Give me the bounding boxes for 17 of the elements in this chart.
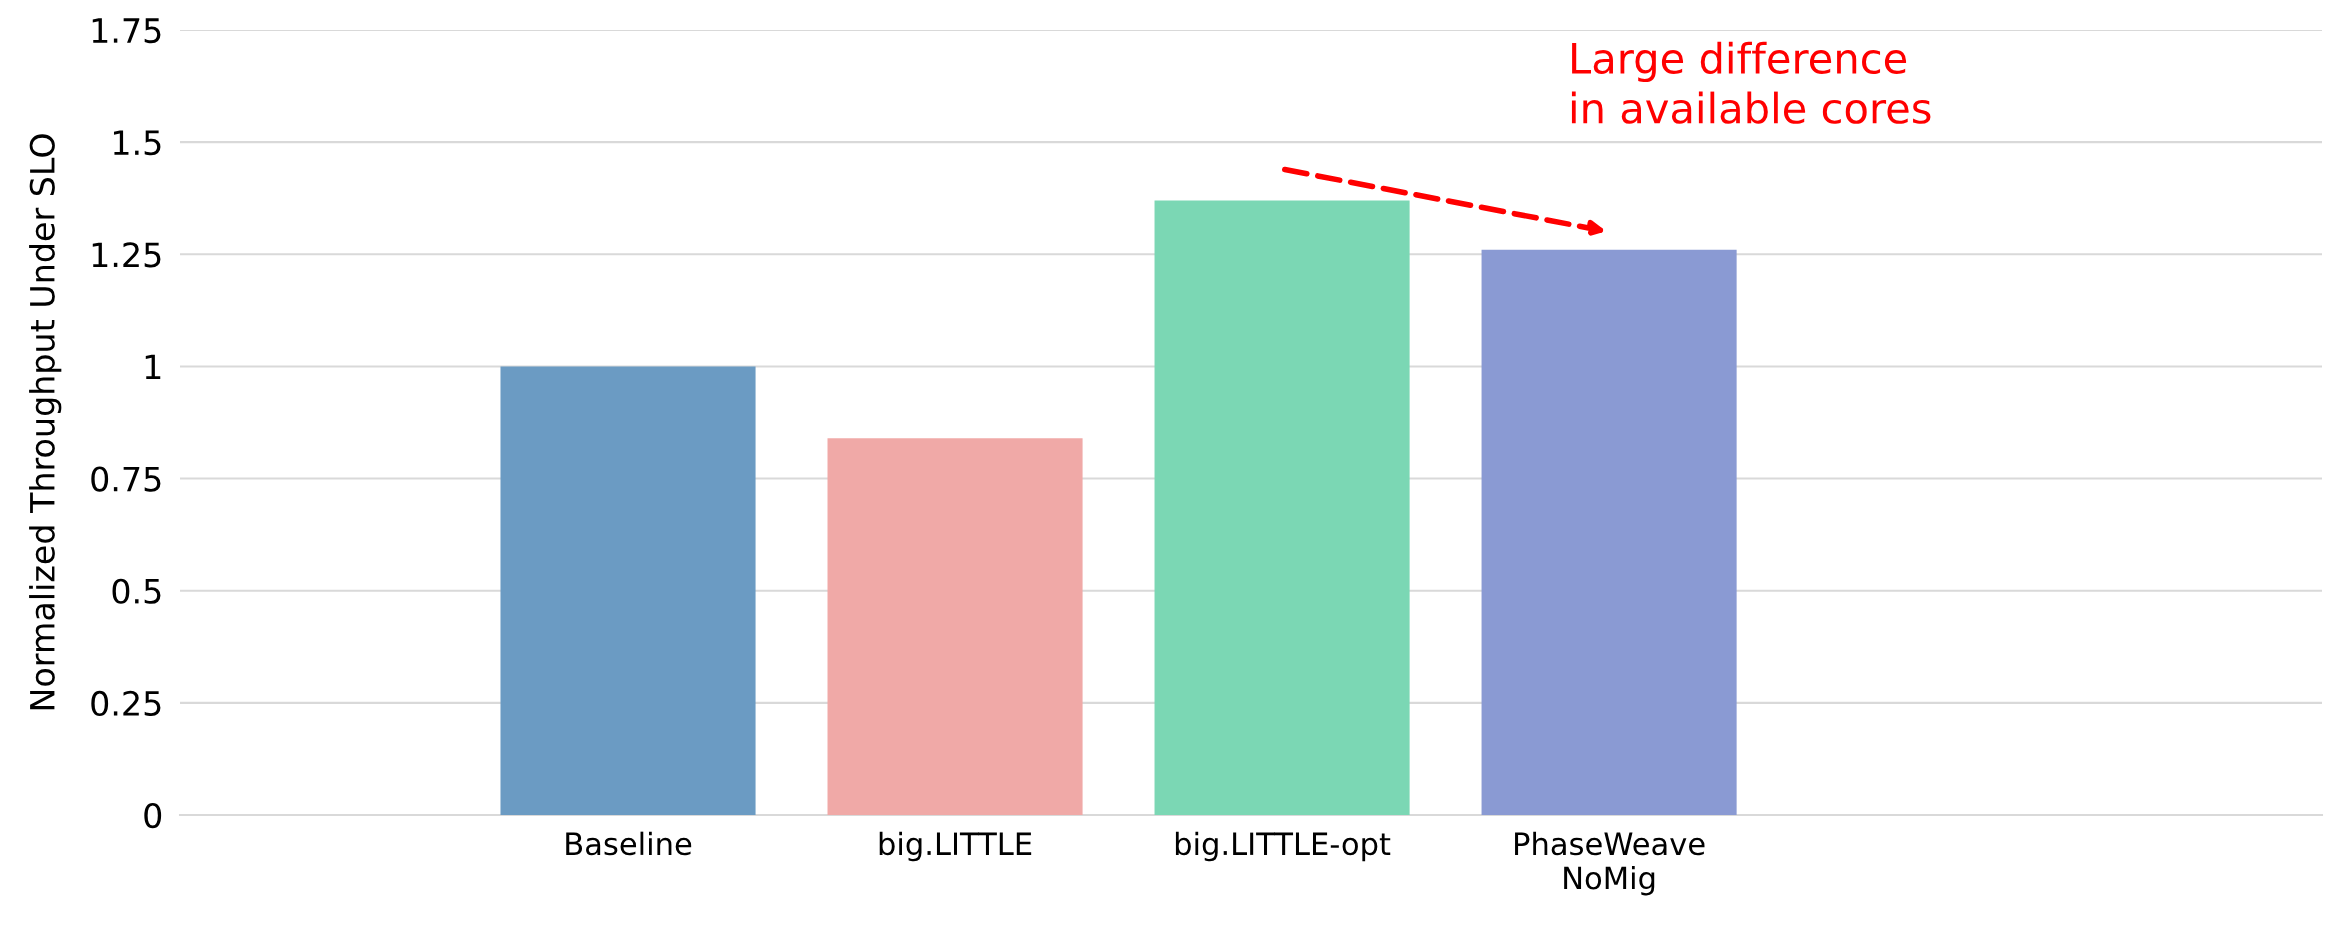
y-tick-label: 0.75	[91, 466, 161, 492]
annotation: Large difference in available cores	[1571, 41, 1931, 124]
y-tick-label: 0	[144, 802, 162, 829]
x-tick-label: big.LITTLE	[879, 831, 1032, 862]
y-tick-label: 1.25	[92, 242, 161, 268]
bar	[500, 366, 756, 815]
y-tick-label: 0.25	[91, 690, 161, 716]
x-tick-label: PhaseWeave NoMig	[1515, 831, 1705, 896]
bar	[827, 438, 1083, 815]
y-axis-title: Normalized Throughput Under SLO	[29, 134, 62, 710]
y-tick-label: 1.5	[113, 130, 161, 156]
y-tick-label: 1	[145, 354, 161, 380]
x-tick-label: big.LITTLE-opt	[1175, 831, 1391, 862]
y-tick-label: 1.75	[92, 18, 161, 44]
x-tick-label: Baseline	[566, 831, 692, 856]
y-tick-label: 0.5	[112, 578, 161, 604]
bar	[1481, 249, 1737, 815]
